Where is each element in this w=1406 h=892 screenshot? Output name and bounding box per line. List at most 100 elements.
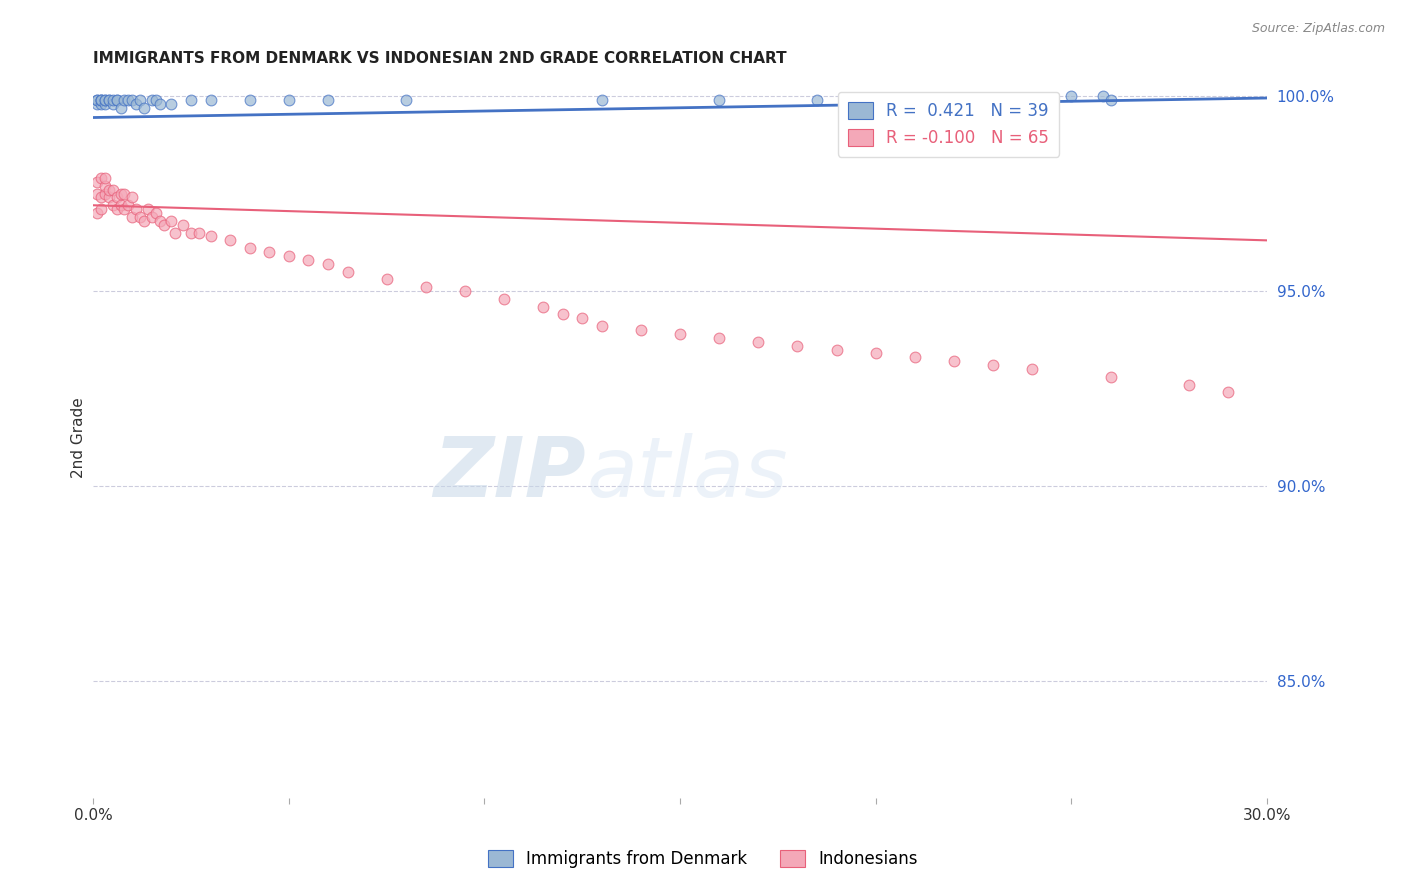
Point [101, 198, 124, 212]
Point [165, 226, 187, 240]
Point [97, 183, 120, 197]
Point [375, 272, 398, 286]
Point [101, 96, 124, 111]
Point [94, 171, 117, 186]
Point [152, 218, 174, 232]
Point [121, 210, 143, 224]
Text: Source: ZipAtlas.com: Source: ZipAtlas.com [1251, 22, 1385, 36]
Point [172, 218, 194, 232]
Point [415, 280, 437, 294]
Point [129, 93, 152, 107]
Point [86, 206, 108, 220]
Point [149, 214, 172, 228]
Point [1021, 362, 1043, 376]
Text: IMMIGRANTS FROM DENMARK VS INDONESIAN 2ND GRADE CORRELATION CHART: IMMIGRANTS FROM DENMARK VS INDONESIAN 2N… [93, 51, 787, 66]
Point [591, 319, 613, 334]
Point [316, 93, 339, 107]
Point [136, 202, 159, 216]
Point [180, 93, 202, 107]
Point [94, 186, 117, 201]
Point [1099, 93, 1122, 107]
Point [200, 93, 222, 107]
Point [180, 226, 202, 240]
Point [806, 93, 828, 107]
Point [454, 284, 477, 298]
Point [117, 93, 139, 107]
Point [630, 323, 652, 337]
Point [747, 334, 769, 349]
Point [591, 93, 613, 107]
Point [219, 233, 242, 247]
Point [145, 93, 167, 107]
Point [86, 96, 108, 111]
Point [90, 96, 112, 111]
Point [149, 96, 172, 111]
Point [571, 311, 593, 326]
Point [105, 93, 128, 107]
Point [125, 202, 148, 216]
Point [86, 175, 108, 189]
Point [125, 96, 148, 111]
Point [141, 93, 163, 107]
Point [90, 190, 112, 204]
Point [90, 202, 112, 216]
Point [114, 186, 136, 201]
Point [239, 93, 262, 107]
Point [1099, 369, 1122, 384]
Point [160, 96, 183, 111]
Point [531, 300, 554, 314]
Point [90, 171, 112, 186]
Point [94, 93, 117, 107]
Point [981, 358, 1004, 372]
Point [709, 331, 731, 345]
Point [200, 229, 222, 244]
Point [709, 93, 731, 107]
Point [114, 93, 136, 107]
Point [110, 101, 132, 115]
Point [1091, 89, 1114, 103]
Point [97, 93, 120, 107]
Point [669, 326, 692, 341]
Point [90, 93, 112, 107]
Point [94, 96, 117, 111]
Point [277, 249, 299, 263]
Point [101, 93, 124, 107]
Point [114, 202, 136, 216]
Point [105, 202, 128, 216]
Point [865, 346, 887, 360]
Point [105, 93, 128, 107]
Point [160, 214, 183, 228]
Point [86, 93, 108, 107]
Legend: R =  0.421   N = 39, R = -0.100   N = 65: R = 0.421 N = 39, R = -0.100 N = 65 [838, 92, 1059, 157]
Point [1178, 377, 1201, 392]
Point [786, 339, 808, 353]
Point [117, 198, 139, 212]
Point [121, 93, 143, 107]
Point [129, 210, 152, 224]
Point [121, 190, 143, 204]
Point [105, 190, 128, 204]
Point [1060, 89, 1083, 103]
Point [336, 264, 359, 278]
Point [145, 206, 167, 220]
Point [239, 241, 262, 255]
Point [132, 214, 155, 228]
Point [110, 198, 132, 212]
Point [141, 210, 163, 224]
Point [316, 257, 339, 271]
Point [90, 93, 112, 107]
Y-axis label: 2nd Grade: 2nd Grade [72, 397, 86, 478]
Point [551, 308, 574, 322]
Point [101, 183, 124, 197]
Point [90, 93, 112, 107]
Point [297, 252, 319, 267]
Point [86, 93, 108, 107]
Point [97, 190, 120, 204]
Point [395, 93, 418, 107]
Point [492, 292, 515, 306]
Point [86, 186, 108, 201]
Text: ZIP: ZIP [433, 433, 586, 514]
Point [132, 101, 155, 115]
Legend: Immigrants from Denmark, Indonesians: Immigrants from Denmark, Indonesians [481, 843, 925, 875]
Point [110, 186, 132, 201]
